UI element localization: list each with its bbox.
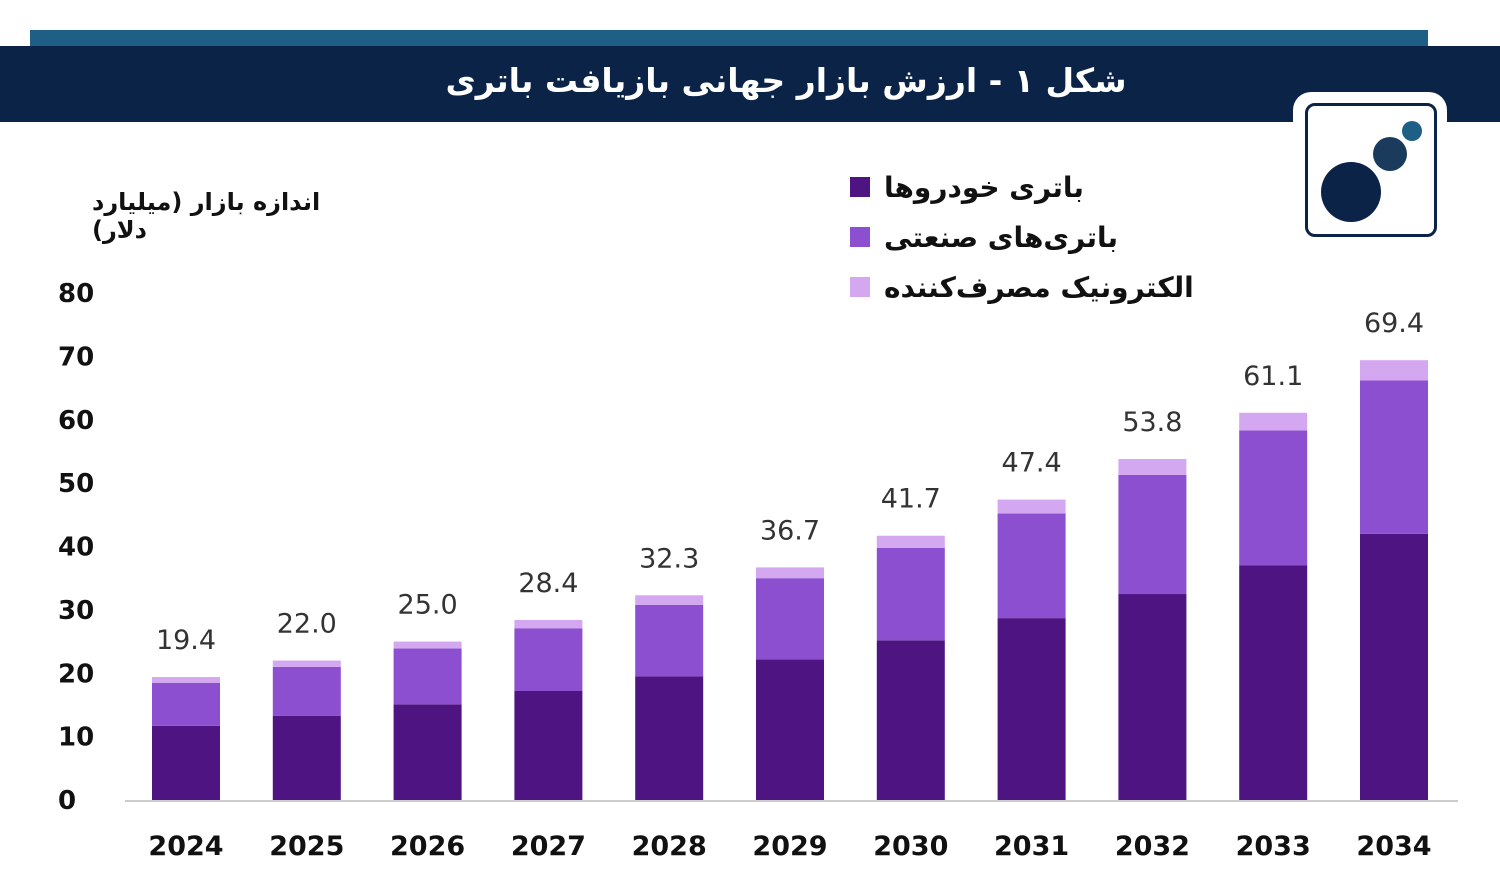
bar-segment-consumer xyxy=(756,567,824,579)
x-tick-label: 2024 xyxy=(148,831,223,862)
title-banner xyxy=(0,46,1500,122)
legend: باتری خودروها باتری‌های صنعتی الکترونیک … xyxy=(850,162,1210,312)
x-tick-label: 2034 xyxy=(1356,831,1431,862)
bar-segment-industrial xyxy=(1118,474,1187,595)
bar-segment-automotive xyxy=(756,659,824,800)
bar-segment-industrial xyxy=(514,628,583,691)
bar-segment-automotive xyxy=(152,725,220,800)
bar-segment-consumer xyxy=(152,677,220,683)
bar-segment-consumer xyxy=(876,535,945,548)
y-tick-label: 40 xyxy=(58,533,94,563)
bar-segment-automotive xyxy=(997,618,1066,800)
legend-label-consumer: الکترونیک مصرف‌کننده xyxy=(884,270,1194,304)
bar-segment-industrial xyxy=(756,578,824,660)
bar-segment-consumer xyxy=(393,641,462,649)
bar-total-label: 41.7 xyxy=(881,484,941,515)
bar-segment-automotive xyxy=(876,640,945,800)
dots-logo-icon xyxy=(1321,121,1422,222)
bar-total-label: 19.4 xyxy=(156,625,216,656)
bar-total-label: 53.8 xyxy=(1122,407,1182,438)
bar-segment-consumer xyxy=(635,595,704,605)
x-tick-label: 2033 xyxy=(1236,831,1311,862)
legend-item-automotive: باتری خودروها xyxy=(850,162,1210,212)
bar-segment-automotive xyxy=(272,715,341,800)
bar-segment-consumer xyxy=(514,620,583,629)
x-tick-label: 2030 xyxy=(873,831,948,862)
bar-segment-automotive xyxy=(514,690,583,800)
y-tick-label: 50 xyxy=(58,469,94,499)
bar-total-label: 32.3 xyxy=(639,543,699,574)
bar-segment-industrial xyxy=(1360,380,1428,534)
header-accent-strip xyxy=(30,30,1428,46)
legend-item-consumer: الکترونیک مصرف‌کننده xyxy=(850,262,1210,312)
bar-segment-automotive xyxy=(1360,533,1428,800)
y-tick-label: 10 xyxy=(58,723,94,753)
bar-segment-industrial xyxy=(393,648,462,705)
bar-total-label: 25.0 xyxy=(398,590,458,621)
bar-segment-consumer xyxy=(1360,360,1428,381)
bar-segment-automotive xyxy=(1239,565,1308,800)
x-tick-label: 2027 xyxy=(511,831,586,862)
bar-total-label: 22.0 xyxy=(277,609,337,640)
legend-item-industrial: باتری‌های صنعتی xyxy=(850,212,1210,262)
x-tick-label: 2032 xyxy=(1115,831,1190,862)
legend-label-industrial: باتری‌های صنعتی xyxy=(884,220,1119,254)
bar-segment-consumer xyxy=(1239,412,1308,431)
bar-total-label: 61.1 xyxy=(1243,361,1303,392)
legend-swatch-automotive xyxy=(850,177,870,197)
legend-swatch-consumer xyxy=(850,277,870,297)
bar-segment-consumer xyxy=(1118,459,1187,475)
bar-segment-industrial xyxy=(635,604,704,677)
x-tick-label: 2031 xyxy=(994,831,1069,862)
y-tick-label: 60 xyxy=(58,406,94,436)
y-tick-label: 30 xyxy=(58,596,94,626)
legend-swatch-industrial xyxy=(850,227,870,247)
bar-total-label: 69.4 xyxy=(1364,308,1424,339)
bar-segment-industrial xyxy=(876,547,945,641)
x-tick-label: 2029 xyxy=(752,831,827,862)
bar-total-label: 47.4 xyxy=(1002,448,1062,479)
logo-box xyxy=(1305,103,1437,237)
x-tick-label: 2028 xyxy=(632,831,707,862)
bar-segment-automotive xyxy=(393,704,462,800)
bar-segment-consumer xyxy=(272,660,341,667)
y-tick-label: 80 xyxy=(58,279,94,309)
legend-label-automotive: باتری خودروها xyxy=(884,170,1084,204)
bar-segment-industrial xyxy=(272,666,341,716)
x-tick-label: 2025 xyxy=(269,831,344,862)
y-tick-label: 20 xyxy=(58,659,94,689)
bar-segment-industrial xyxy=(997,513,1066,619)
chart-title: شکل ۱ - ارزش بازار جهانی بازیافت باتری xyxy=(445,60,1127,100)
y-tick-label: 0 xyxy=(58,786,76,816)
bar-segment-industrial xyxy=(152,682,220,726)
y-tick-label: 70 xyxy=(58,342,94,372)
bar-total-label: 28.4 xyxy=(518,568,578,599)
bar-segment-consumer xyxy=(997,499,1066,514)
y-axis-title: اندازه بازار (میلیارد دلار) xyxy=(92,188,321,244)
bar-segment-industrial xyxy=(1239,430,1308,566)
x-tick-label: 2026 xyxy=(390,831,465,862)
bar-segment-automotive xyxy=(1118,594,1187,800)
bar-total-label: 36.7 xyxy=(760,515,820,546)
bar-segment-automotive xyxy=(635,676,704,800)
